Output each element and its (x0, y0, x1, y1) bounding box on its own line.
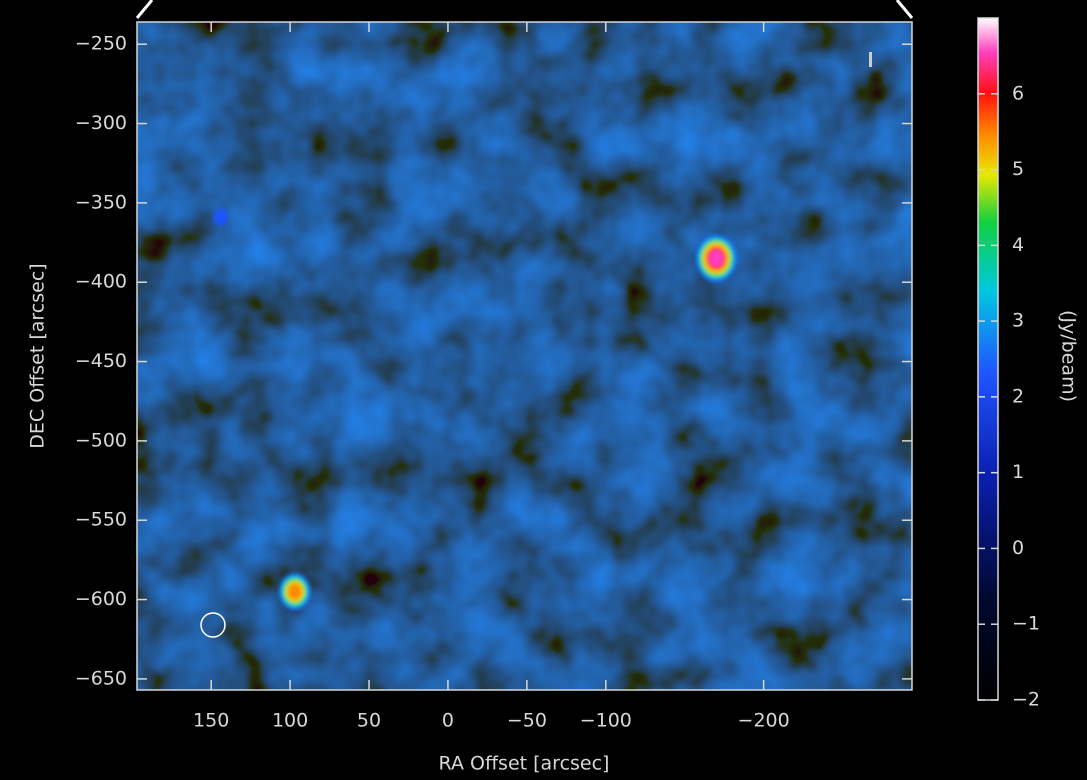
beam (200, 612, 226, 638)
source (278, 573, 311, 611)
y-tick-label: −500 (75, 429, 127, 451)
marker (869, 52, 872, 67)
x-axis-label: RA Offset [arcsec] (439, 753, 610, 775)
x-tick-label: 0 (442, 710, 454, 732)
colorbar-tick-label: 3 (1012, 310, 1024, 332)
colorbar-tick-label: 5 (1012, 158, 1024, 180)
y-tick-label: −250 (75, 33, 127, 55)
image-background (137, 22, 912, 690)
source (213, 208, 228, 226)
source (695, 234, 737, 282)
y-tick-label: −350 (75, 191, 127, 213)
y-tick-label: −600 (75, 588, 127, 610)
x-tick-label: −100 (580, 710, 632, 732)
x-tick-label: 50 (357, 710, 381, 732)
source-ring (287, 583, 303, 601)
source-ring (709, 249, 724, 267)
x-tick-label: 100 (272, 710, 308, 732)
x-tick-label: 150 (193, 710, 229, 732)
y-tick-label: −300 (75, 112, 127, 134)
x-tick-label: −50 (507, 710, 547, 732)
colorbar-tick-label: −1 (1012, 613, 1040, 635)
y-tick-label: −450 (75, 350, 127, 372)
colorbar-label: (Jy/beam) (1058, 310, 1080, 402)
colorbar-tick-label: 4 (1012, 234, 1024, 256)
colorbar-tick-label: 6 (1012, 82, 1024, 104)
colorbar-tick-label: 0 (1012, 537, 1024, 559)
y-tick-label: −400 (75, 271, 127, 293)
bracket (135, 0, 914, 19)
colorbar-tick-label: −2 (1012, 689, 1040, 711)
y-axis-label: DEC Offset [arcsec] (27, 263, 49, 448)
colorbar (977, 17, 999, 701)
x-tick-label: −200 (738, 710, 790, 732)
colorbar-tick-label: 2 (1012, 385, 1024, 407)
y-tick-label: −650 (75, 667, 127, 689)
y-tick-label: −550 (75, 509, 127, 531)
colorbar-tick-label: 1 (1012, 461, 1024, 483)
plot-frame (136, 21, 913, 691)
source-ring (213, 208, 228, 226)
